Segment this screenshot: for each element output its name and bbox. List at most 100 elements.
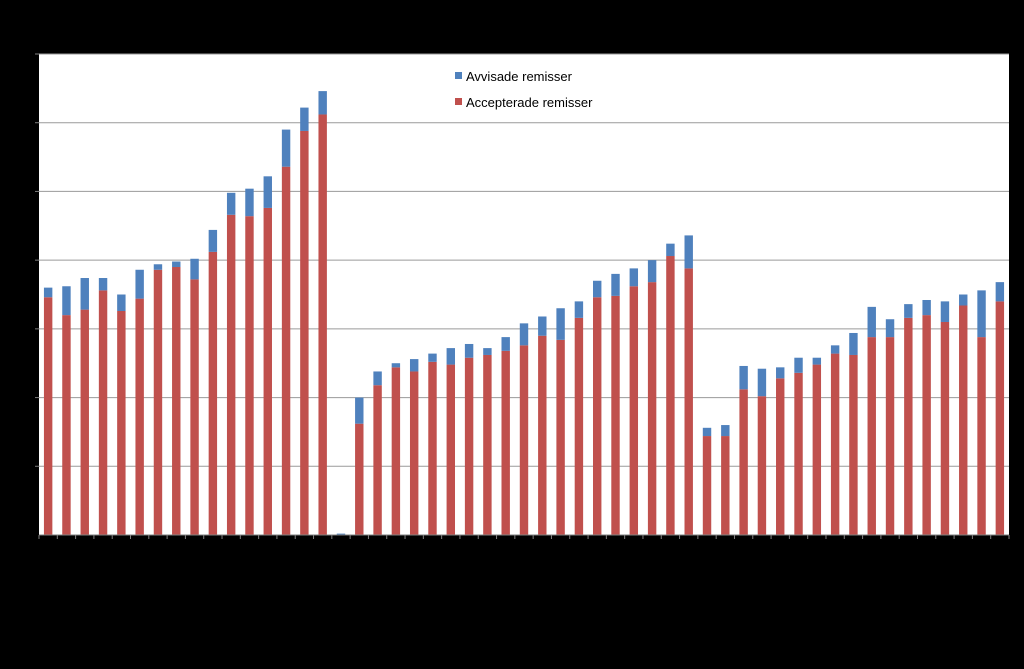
bar-accepterade (98, 290, 108, 535)
bar-accepterade (959, 305, 968, 535)
bar-avvisade (684, 235, 693, 269)
bar-accepterade (172, 267, 181, 535)
bar-accepterade (153, 269, 163, 535)
bar-accepterade (464, 357, 474, 535)
bar-avvisade (666, 243, 675, 257)
bar-avvisade (812, 357, 822, 365)
bar-avvisade (995, 282, 1005, 302)
bar-avvisade (959, 294, 968, 306)
bar-avvisade (208, 229, 218, 252)
bar-accepterade (391, 367, 401, 535)
bar-avvisade (629, 268, 639, 287)
bars (43, 91, 1005, 536)
bar-accepterade (428, 361, 437, 535)
bar-accepterade (190, 279, 199, 535)
bar-accepterade (757, 396, 767, 535)
bar-accepterade (208, 251, 218, 535)
bar-accepterade (263, 207, 272, 536)
bar-accepterade (940, 321, 950, 535)
bar-accepterade (904, 317, 913, 535)
legend-item-accepterade: Accepterade remisser (455, 95, 593, 110)
bar-avvisade (300, 107, 309, 131)
bar-accepterade (409, 371, 419, 535)
bar-avvisade (336, 533, 346, 535)
bar-avvisade (776, 367, 785, 379)
bar-avvisade (446, 348, 456, 365)
bar-accepterade (117, 310, 126, 535)
bar-accepterade (647, 282, 657, 535)
bar-avvisade (355, 397, 364, 424)
legend-swatch-accepterade (455, 98, 462, 105)
bar-avvisade (702, 427, 712, 437)
bar-accepterade (519, 345, 529, 535)
bar-accepterade (62, 315, 71, 535)
bar-avvisade (245, 188, 254, 217)
bar-avvisade (739, 365, 748, 390)
bar-avvisade (977, 290, 986, 338)
bar-avvisade (940, 301, 950, 322)
bar-accepterade (318, 114, 327, 536)
bar-avvisade (172, 261, 181, 268)
legend-item-avvisade: Avvisade remisser (455, 69, 573, 84)
x-axis (38, 534, 1010, 539)
bar-accepterade (702, 436, 712, 535)
bar-avvisade (885, 319, 895, 338)
bar-accepterade (80, 309, 89, 535)
bar-accepterade (629, 286, 639, 535)
bar-accepterade (666, 256, 675, 535)
bar-avvisade (80, 278, 89, 310)
bar-accepterade (501, 350, 510, 535)
bar-accepterade (721, 436, 730, 535)
bar-avvisade (721, 425, 730, 437)
bar-accepterade (281, 166, 291, 536)
bar-accepterade (245, 216, 254, 535)
bar-accepterade (592, 297, 602, 535)
bar-accepterade (885, 337, 895, 535)
bar-avvisade (318, 91, 327, 115)
bar-accepterade (574, 317, 584, 535)
bar-avvisade (391, 363, 401, 368)
legend-label-avvisade: Avvisade remisser (466, 69, 573, 84)
bar-accepterade (922, 315, 931, 535)
bar-avvisade (117, 294, 126, 311)
bar-avvisade (867, 306, 876, 338)
bar-avvisade (409, 359, 419, 372)
bar-accepterade (556, 339, 565, 535)
bar-avvisade (574, 301, 584, 318)
bar-avvisade (62, 286, 71, 316)
bar-avvisade (135, 269, 144, 299)
legend-label-accepterade: Accepterade remisser (466, 95, 593, 110)
bar-accepterade (355, 423, 364, 535)
bar-avvisade (611, 273, 620, 296)
bar-accepterade (300, 130, 309, 535)
legend: Avvisade remisser Accepterade remisser (455, 69, 593, 110)
bar-accepterade (977, 337, 986, 535)
bar-accepterade (812, 364, 822, 535)
bar-accepterade (794, 372, 803, 535)
bar-avvisade (98, 278, 108, 291)
bar-avvisade (501, 337, 510, 351)
bar-avvisade (592, 280, 602, 298)
bar-accepterade (867, 337, 876, 535)
bar-accepterade (43, 297, 53, 535)
bar-avvisade (556, 308, 565, 340)
bar-accepterade (739, 389, 748, 535)
bar-avvisade (538, 316, 547, 336)
bar-avvisade (190, 258, 199, 280)
bar-avvisade (904, 304, 913, 318)
bar-avvisade (519, 323, 529, 346)
bar-accepterade (373, 385, 382, 535)
bar-accepterade (135, 298, 144, 535)
bar-avvisade (263, 176, 272, 208)
bar-avvisade (794, 357, 803, 373)
bar-avvisade (849, 332, 858, 355)
bar-avvisade (483, 348, 492, 355)
bar-avvisade (153, 264, 163, 270)
bar-accepterade (226, 214, 236, 535)
bar-accepterade (776, 378, 785, 535)
bar-avvisade (373, 371, 382, 386)
bar-accepterade (446, 364, 456, 535)
bar-avvisade (757, 368, 767, 397)
bar-accepterade (483, 354, 492, 535)
